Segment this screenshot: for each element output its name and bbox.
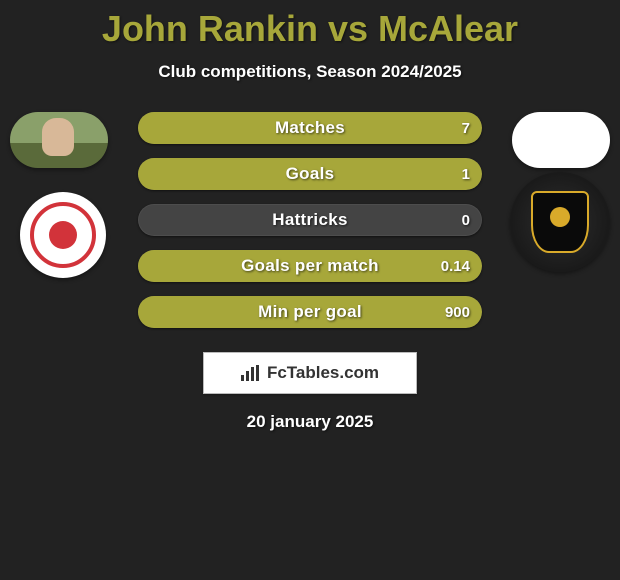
player-right-avatar — [512, 112, 610, 168]
comparison-area: Matches7Goals1Hattricks0Goals per match0… — [0, 112, 620, 342]
stat-row: Goals per match0.14 — [138, 250, 482, 282]
stat-label: Goals — [138, 158, 482, 190]
stat-label: Hattricks — [138, 204, 482, 236]
player-left-avatar — [10, 112, 108, 168]
club-left-crest — [20, 192, 106, 278]
stat-value-right: 0 — [462, 204, 470, 236]
stat-value-right: 0.14 — [441, 250, 470, 282]
comparison-bars: Matches7Goals1Hattricks0Goals per match0… — [138, 112, 482, 342]
bar-chart-icon — [241, 365, 259, 381]
stat-row: Matches7 — [138, 112, 482, 144]
stat-value-right: 7 — [462, 112, 470, 144]
stat-label: Goals per match — [138, 250, 482, 282]
brand-badge: FcTables.com — [203, 352, 417, 394]
club-right-crest — [510, 172, 610, 272]
stat-value-right: 1 — [462, 158, 470, 190]
stat-label: Min per goal — [138, 296, 482, 328]
subtitle: Club competitions, Season 2024/2025 — [0, 62, 620, 82]
stat-row: Goals1 — [138, 158, 482, 190]
stat-row: Hattricks0 — [138, 204, 482, 236]
date-line: 20 january 2025 — [0, 412, 620, 432]
stat-label: Matches — [138, 112, 482, 144]
stat-row: Min per goal900 — [138, 296, 482, 328]
stat-value-right: 900 — [445, 296, 470, 328]
page-title: John Rankin vs McAlear — [0, 0, 620, 50]
brand-text: FcTables.com — [267, 363, 379, 383]
